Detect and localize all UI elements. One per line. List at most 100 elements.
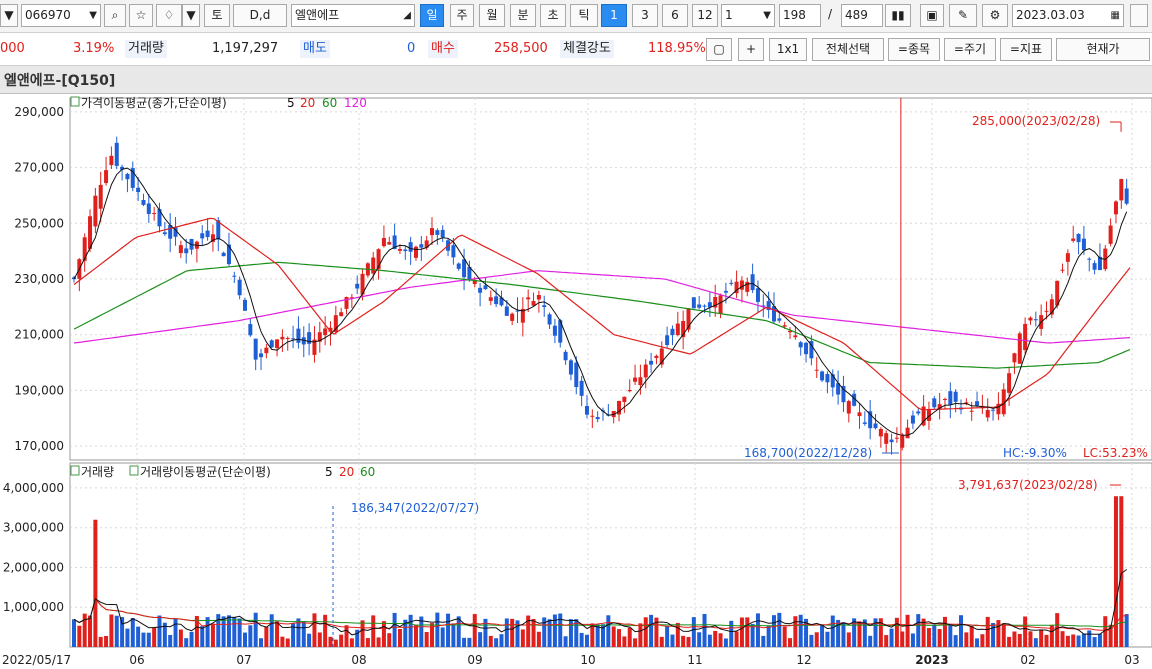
volume-bar (162, 622, 167, 647)
volume-tick-label: 2,000,000 (3, 560, 64, 574)
volume-bar (622, 636, 627, 647)
volume-bar (157, 615, 162, 647)
select-all-button[interactable]: 전체선택 (812, 38, 884, 61)
candle-body (109, 155, 114, 166)
period-day-tab[interactable]: 일 (420, 4, 444, 27)
current-price-button[interactable]: 현재가 (1056, 38, 1150, 61)
ma120-line (73, 270, 1131, 344)
candle-body (494, 296, 499, 305)
volume-bar (782, 626, 787, 647)
settings-button[interactable]: ⚙ (982, 4, 1008, 27)
candle-body (360, 273, 365, 295)
period-tick-tab[interactable]: 틱 (570, 4, 598, 27)
indicator-sync-button[interactable]: =지표 (1000, 38, 1052, 61)
alert-dropdown[interactable]: ▼ (182, 4, 200, 27)
chart-title-bar: 엘앤에프-[Q150] (0, 66, 1152, 94)
unit-select[interactable]: 1 ▼ (721, 4, 775, 27)
candle-type-button[interactable]: ▮▮ (885, 4, 911, 27)
candle-body (932, 398, 937, 408)
candle-body (718, 295, 723, 314)
candle-body (200, 233, 205, 239)
volume-bar (72, 619, 76, 647)
candle-body (921, 406, 926, 426)
candle-body (937, 404, 942, 409)
draw-button[interactable]: ✎ (949, 4, 977, 27)
volume-bar (146, 632, 151, 647)
candle-body (1007, 373, 1012, 393)
candle-body (296, 328, 301, 343)
alert-button[interactable]: ♢ (156, 4, 182, 27)
candle-body (152, 213, 157, 215)
volume-bar (788, 638, 793, 647)
stock-chart[interactable]: 290,000 270,000 250,000 230,000 210,000 190,0… (0, 94, 1152, 669)
volume-bar (1065, 635, 1070, 647)
date-format-button[interactable]: D,d (233, 4, 287, 27)
candle-body (804, 342, 809, 355)
volume-bar (173, 618, 178, 647)
x-tick-label: 12 (796, 653, 811, 667)
favorite-button[interactable]: ☆ (129, 4, 153, 27)
menu-dropdown-button[interactable]: ▼ (0, 4, 18, 27)
volume-bar (1007, 636, 1012, 647)
count-12-button[interactable]: 12 (692, 4, 718, 27)
count-1-button[interactable]: 1 (601, 4, 627, 27)
candle-body (259, 353, 264, 358)
layout-1x1-button[interactable]: 1x1 (769, 38, 807, 61)
volume-bar (446, 613, 451, 647)
add-chart-button[interactable]: + (738, 38, 764, 61)
volume-bar (750, 623, 755, 647)
legend-toggle-icon[interactable] (70, 465, 80, 476)
search-button[interactable]: ⌕ (104, 4, 126, 27)
volume-tick-label: 1,000,000 (3, 600, 64, 614)
stock-name-field[interactable]: 엘앤에프 ◢ (291, 4, 415, 27)
candle-body (1023, 323, 1028, 351)
candle-body (558, 320, 563, 343)
volume-bar (371, 615, 376, 647)
stock-code-input[interactable]: 066970 ▼ (21, 4, 101, 27)
view-count-input[interactable]: 198 (779, 4, 821, 27)
volume-bar (296, 618, 301, 647)
volume-bar (424, 632, 429, 647)
stock-sync-button[interactable]: =종목 (888, 38, 940, 61)
volume-bar (729, 620, 734, 647)
legend-toggle-icon[interactable] (129, 465, 139, 476)
volume-bar (285, 638, 290, 647)
chevron-down-icon: ▼ (186, 8, 196, 22)
candle-body (253, 338, 258, 360)
volume-bar (1097, 633, 1102, 647)
option-checkbox[interactable] (1130, 4, 1148, 27)
period-minute-tab[interactable]: 분 (510, 4, 536, 27)
candle-body (1124, 188, 1129, 204)
candle-body (317, 332, 322, 342)
total-count-input[interactable]: 489 (841, 4, 883, 27)
period-week-tab[interactable]: 주 (450, 4, 474, 27)
period-month-tab[interactable]: 월 (479, 4, 505, 27)
candle-body (392, 235, 397, 249)
volume-bar (168, 634, 173, 647)
gear-icon: ⚙ (989, 8, 1001, 22)
volume-bar (948, 625, 953, 647)
candle-body (424, 240, 429, 248)
layout-toggle-button[interactable]: ▢ (706, 38, 732, 61)
legend-toggle-icon[interactable] (70, 96, 80, 107)
volume-value: 1,197,297 (212, 41, 279, 56)
save-button[interactable]: ▣ (920, 4, 944, 27)
candle-body (878, 429, 883, 437)
date-input[interactable]: 2023.03.03 ▦ (1012, 4, 1124, 27)
saturday-button[interactable]: 토 (204, 4, 230, 27)
candle-body (638, 377, 643, 386)
period-sync-button[interactable]: =주기 (944, 38, 996, 61)
period-second-tab[interactable]: 초 (540, 4, 566, 27)
count-3-button[interactable]: 3 (632, 4, 658, 27)
vma20-legend: 20 (339, 465, 354, 479)
candle-body (520, 308, 525, 323)
volume-bar (184, 638, 189, 647)
stock-code-value: 066970 (25, 8, 71, 22)
count-6-button[interactable]: 6 (662, 4, 688, 27)
volume-bar (643, 617, 648, 647)
x-tick-label: 07 (236, 653, 251, 667)
x-tick-label: 03 (1124, 653, 1139, 667)
candle-body (579, 380, 584, 396)
candle-body (542, 305, 547, 307)
candle-body (873, 423, 878, 429)
